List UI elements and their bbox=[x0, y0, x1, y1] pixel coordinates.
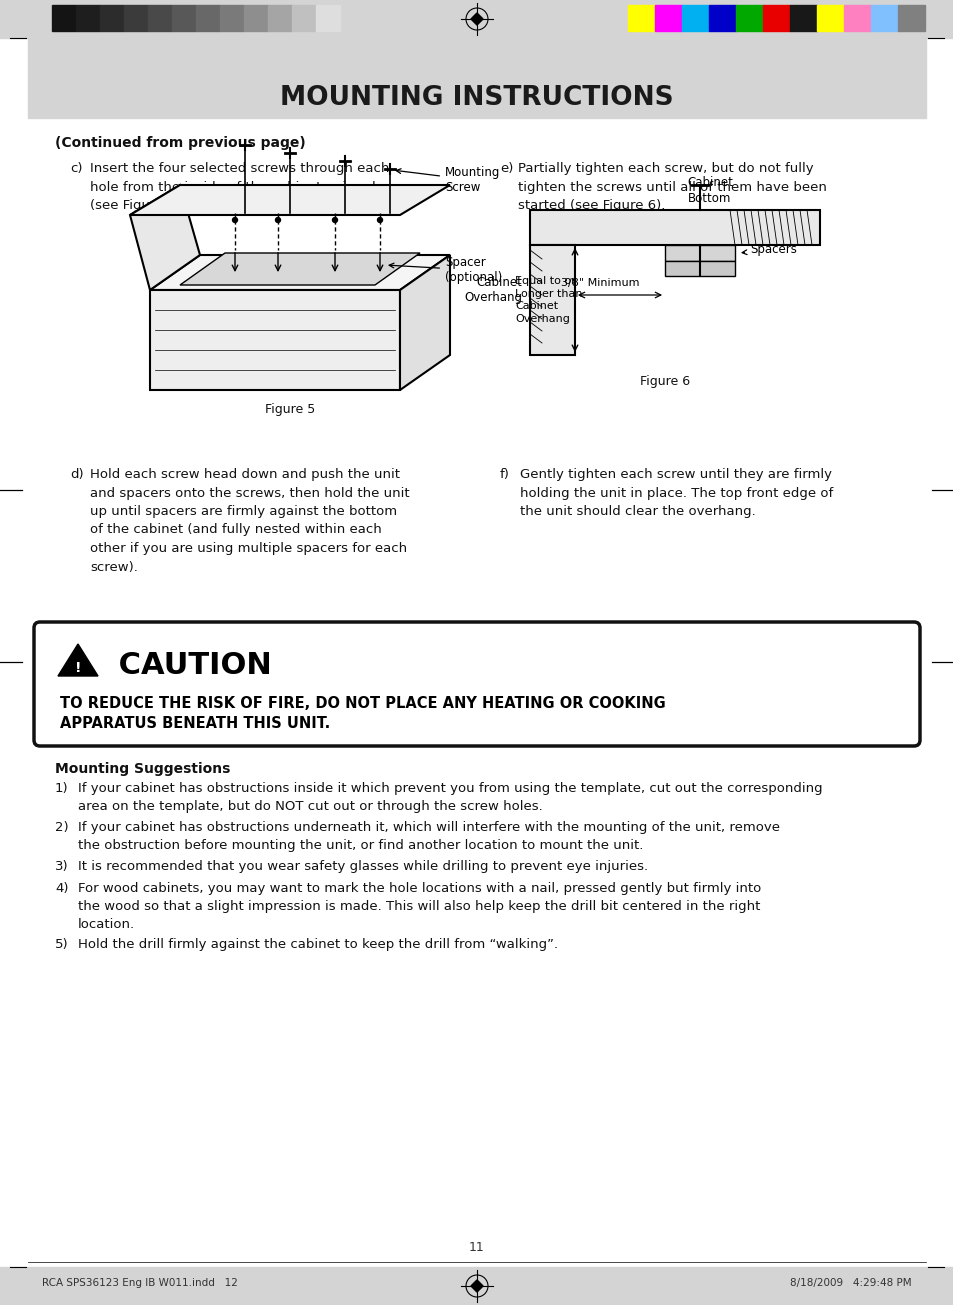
Bar bbox=[530, 245, 575, 355]
Bar bbox=[870, 5, 897, 31]
Text: Cabinet
Overhang: Cabinet Overhang bbox=[463, 275, 521, 304]
Text: 4): 4) bbox=[55, 882, 69, 895]
Text: 5): 5) bbox=[55, 938, 69, 951]
Bar bbox=[148, 5, 172, 31]
Bar bbox=[816, 5, 843, 31]
Polygon shape bbox=[130, 185, 200, 290]
Text: Spacer
(optional): Spacer (optional) bbox=[389, 256, 501, 284]
Bar bbox=[100, 5, 124, 31]
Text: (Continued from previous page): (Continued from previous page) bbox=[55, 136, 305, 150]
Text: Gently tighten each screw until they are firmly
holding the unit in place. The t: Gently tighten each screw until they are… bbox=[519, 468, 832, 518]
Bar bbox=[655, 5, 681, 31]
Text: Partially tighten each screw, but do not fully
tighten the screws until all of t: Partially tighten each screw, but do not… bbox=[517, 162, 826, 211]
Bar bbox=[627, 5, 655, 31]
Circle shape bbox=[233, 218, 237, 222]
Text: c): c) bbox=[70, 162, 82, 175]
Text: 11: 11 bbox=[469, 1241, 484, 1254]
Text: Equal to or
Longer than
Cabinet
Overhang: Equal to or Longer than Cabinet Overhang bbox=[515, 277, 582, 324]
Text: 3): 3) bbox=[55, 860, 69, 873]
Bar bbox=[664, 245, 734, 261]
Text: Mounting
Screw: Mounting Screw bbox=[395, 166, 500, 194]
Bar bbox=[292, 5, 315, 31]
Text: Figure 5: Figure 5 bbox=[265, 403, 314, 416]
Bar bbox=[76, 5, 100, 31]
Bar bbox=[52, 5, 76, 31]
Text: Spacers: Spacers bbox=[741, 244, 796, 257]
Text: 8/18/2009   4:29:48 PM: 8/18/2009 4:29:48 PM bbox=[789, 1278, 911, 1288]
Text: Cabinet
Bottom: Cabinet Bottom bbox=[686, 176, 732, 205]
Bar bbox=[681, 5, 708, 31]
Bar bbox=[0, 0, 953, 38]
Text: Insert the four selected screws through each
hole from the inside of the cabinet: Insert the four selected screws through … bbox=[90, 162, 403, 211]
Bar bbox=[195, 5, 220, 31]
Text: TO REDUCE THE RISK OF FIRE, DO NOT PLACE ANY HEATING OR COOKING: TO REDUCE THE RISK OF FIRE, DO NOT PLACE… bbox=[60, 696, 665, 711]
Text: If your cabinet has obstructions underneath it, which will interfere with the mo: If your cabinet has obstructions underne… bbox=[78, 821, 780, 852]
Text: CAUTION: CAUTION bbox=[108, 651, 272, 680]
Polygon shape bbox=[150, 254, 450, 290]
Circle shape bbox=[377, 218, 382, 222]
Polygon shape bbox=[130, 185, 450, 215]
Text: e): e) bbox=[499, 162, 513, 175]
Circle shape bbox=[275, 218, 280, 222]
Text: APPARATUS BENEATH THIS UNIT.: APPARATUS BENEATH THIS UNIT. bbox=[60, 716, 330, 731]
FancyBboxPatch shape bbox=[34, 622, 919, 746]
Text: It is recommended that you wear safety glasses while drilling to prevent eye inj: It is recommended that you wear safety g… bbox=[78, 860, 647, 873]
Text: !: ! bbox=[74, 662, 81, 675]
Polygon shape bbox=[471, 13, 482, 25]
Bar bbox=[315, 5, 339, 31]
Bar bbox=[843, 5, 870, 31]
Text: Figure 6: Figure 6 bbox=[639, 375, 689, 388]
Bar bbox=[244, 5, 268, 31]
Bar bbox=[897, 5, 924, 31]
Polygon shape bbox=[58, 643, 98, 676]
Text: Hold the drill firmly against the cabinet to keep the drill from “walking”.: Hold the drill firmly against the cabine… bbox=[78, 938, 558, 951]
Text: RCA SPS36123 Eng IB W011.indd   12: RCA SPS36123 Eng IB W011.indd 12 bbox=[42, 1278, 237, 1288]
Text: For wood cabinets, you may want to mark the hole locations with a nail, pressed : For wood cabinets, you may want to mark … bbox=[78, 882, 760, 930]
Text: If your cabinet has obstructions inside it which prevent you from using the temp: If your cabinet has obstructions inside … bbox=[78, 782, 821, 813]
Text: Mounting Suggestions: Mounting Suggestions bbox=[55, 762, 230, 776]
Polygon shape bbox=[399, 254, 450, 390]
Text: 2): 2) bbox=[55, 821, 69, 834]
Text: Hold each screw head down and push the unit
and spacers onto the screws, then ho: Hold each screw head down and push the u… bbox=[90, 468, 409, 573]
Text: 1): 1) bbox=[55, 782, 69, 795]
Text: MOUNTING INSTRUCTIONS: MOUNTING INSTRUCTIONS bbox=[280, 85, 673, 111]
Text: d): d) bbox=[70, 468, 84, 482]
Bar bbox=[220, 5, 244, 31]
Bar bbox=[735, 5, 762, 31]
Bar bbox=[789, 5, 816, 31]
Bar bbox=[0, 1267, 953, 1305]
Bar bbox=[530, 210, 820, 245]
Circle shape bbox=[333, 218, 337, 222]
Bar bbox=[708, 5, 735, 31]
Text: f): f) bbox=[499, 468, 509, 482]
Bar bbox=[124, 5, 148, 31]
Polygon shape bbox=[150, 290, 399, 390]
Bar bbox=[268, 5, 292, 31]
Polygon shape bbox=[180, 253, 419, 284]
Bar bbox=[172, 5, 195, 31]
Bar bbox=[762, 5, 789, 31]
Bar bbox=[664, 261, 734, 275]
Polygon shape bbox=[471, 1280, 482, 1292]
Bar bbox=[28, 38, 925, 117]
Text: 3/8" Minimum: 3/8" Minimum bbox=[560, 278, 639, 288]
